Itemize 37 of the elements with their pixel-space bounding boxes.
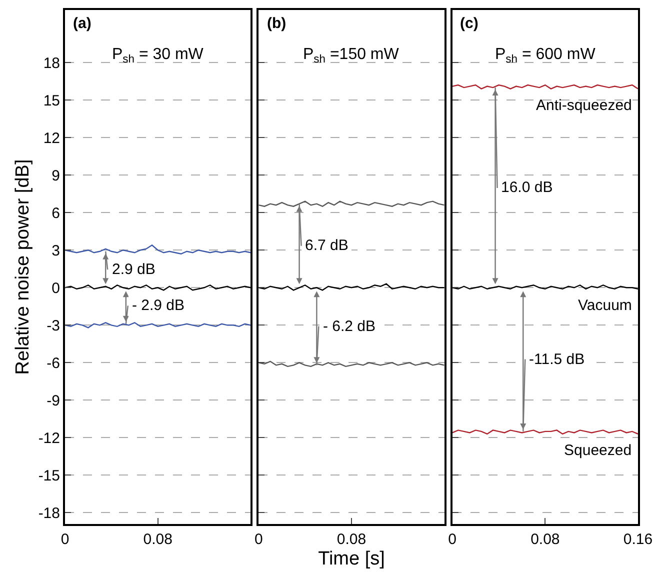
x-tick-label: 0.08 (143, 531, 172, 548)
text: P$_{sh}$ = 30 mW (112, 46, 204, 66)
y-tick-label: 6 (52, 204, 60, 222)
annotation: -11.5 dB (529, 351, 585, 368)
chart-title: (c) (460, 15, 478, 32)
series-label: Anti-squeezed (536, 97, 632, 114)
x-tick-label: 0.08 (336, 531, 366, 548)
y-tick-label: 3 (52, 242, 60, 260)
y-tick-label: -12 (38, 430, 60, 447)
x-tick-label: 0.08 (530, 531, 560, 548)
annotation: - 2.9 dB (132, 297, 185, 314)
y-tick-label: -3 (46, 317, 60, 334)
y-tick-label: -9 (46, 392, 60, 410)
y-tick-label: -6 (46, 354, 60, 372)
annotation: 2.9 dB (112, 261, 156, 278)
x-tick-label: 0 (254, 531, 263, 548)
x-axis-title: Time [s] (318, 548, 385, 570)
x-tick-label: 0.16 (623, 531, 653, 548)
y-tick-label: -18 (38, 504, 60, 522)
series-label: Squeezed (564, 442, 632, 459)
x-tick-label: 0 (448, 531, 457, 548)
annotation: 16.0 dB (501, 179, 553, 196)
y-axis-title: Relative noise power [dB] (12, 159, 34, 375)
series-label: Vacuum (578, 297, 632, 314)
y-tick-label: 12 (43, 130, 60, 147)
annotation: 6.7 dB (305, 237, 348, 254)
line-series (65, 244, 251, 254)
annotation: - 6.2 dB (323, 318, 376, 335)
y-tick-label: -15 (38, 467, 60, 484)
text: P$_{sh}$ =150 mW (303, 46, 400, 66)
chart-title: (b) (267, 15, 286, 32)
y-tick-label: 9 (52, 167, 60, 184)
text: P$_{sh}$ = 600 mW (495, 46, 596, 66)
y-tick-label: 0 (52, 280, 60, 297)
y-tick-label: 15 (43, 92, 60, 110)
y-tick-label: 18 (43, 54, 60, 72)
chart-title: (a) (73, 15, 92, 32)
